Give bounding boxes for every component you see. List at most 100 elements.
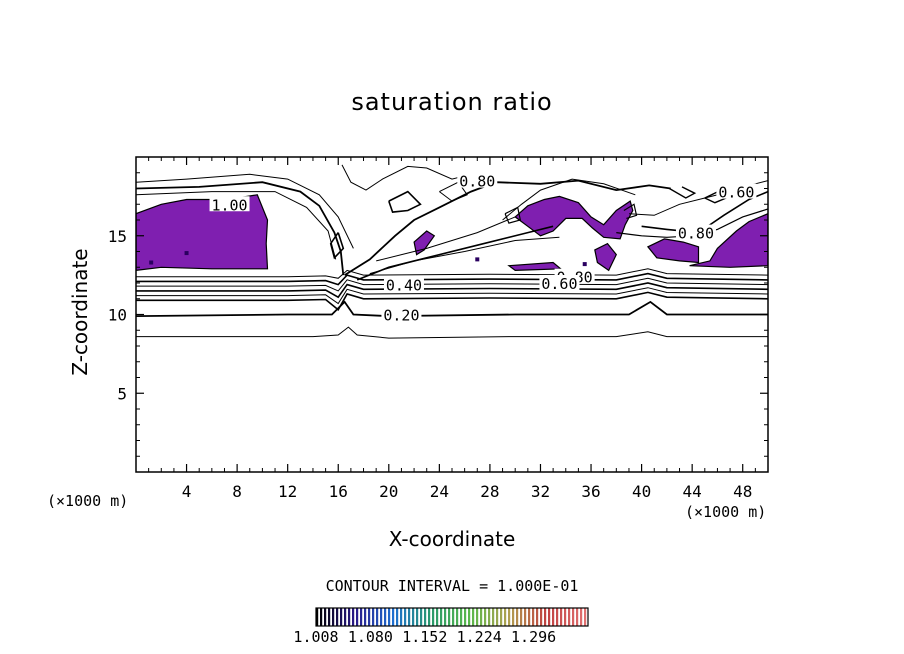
colorbar-segment [408,608,411,626]
x-tick-label: 28 [480,482,499,501]
colorbar-segment [324,608,327,626]
colorbar-segment [356,608,359,626]
contour-label-6: 0.60 [541,275,577,293]
contour-label-2: 0.80 [459,173,495,191]
colorbar-segment [332,608,335,626]
colorbar-segment [320,608,323,626]
colorbar-segment [552,608,555,626]
colorbar-segment [556,608,559,626]
x-tick-label: 40 [632,482,651,501]
colorbar-segment [568,608,571,626]
contour-band-5 [136,272,768,286]
colorbar-segment [500,608,503,626]
colorbar-segment [524,608,527,626]
x-axis-label: X-coordinate [388,527,516,551]
colorbar-segment [420,608,423,626]
contour-cell-3 [669,186,697,199]
supersaturated-region-6 [689,213,768,268]
chart-title: saturation ratio [351,88,553,116]
x-tick-label: 44 [683,482,702,501]
x-unit-label-right: (×1000 m) [685,503,767,521]
colorbar-tick-label: 1.152 [402,628,447,646]
colorbar-segment [436,608,439,626]
colorbar-segment [576,608,579,626]
colorbar-segment [416,608,419,626]
x-tick-label: 20 [379,482,398,501]
colorbar-segment [472,608,475,626]
contour-cell-7 [623,203,638,219]
colorbar-segment [368,608,371,626]
colorbar-tick-label: 1.008 [293,628,338,646]
contour-label-bg [209,196,250,212]
colorbar-frame [315,607,589,627]
x-tick-label: 16 [329,482,348,501]
colorbar-segment [344,608,347,626]
supersaturated-region-7 [507,261,563,272]
y-tick-label: 15 [108,227,127,246]
dark-spot-3 [475,257,480,262]
colorbar-segment [452,608,455,626]
colorbar-segment [468,608,471,626]
colorbar-segment [440,608,443,626]
y-tick-label: 10 [108,306,127,325]
contour-band-6 [136,268,768,279]
contour-line-upper-3 [136,173,354,249]
colorbar: 1.008 1.080 1.152 1.224 1.296 [293,607,589,646]
colorbar-segment [480,608,483,626]
contour-label-4: 0.20 [383,307,419,325]
colorbar-segment [540,608,543,626]
colorbar-segment [352,608,355,626]
contour-band-4 [136,277,768,292]
colorbar-segment [396,608,399,626]
contour-label-7: 0.80 [678,225,714,243]
colorbar-segment [532,608,535,626]
contour-label-bg [381,306,422,322]
colorbar-segment [584,608,587,626]
colorbar-segment [404,608,407,626]
colorbar-segment [536,608,539,626]
colorbar-segment [488,608,491,626]
contour-band-1 [136,291,768,312]
y-axis-ticks: 5 10 15 [108,172,768,457]
contour-line-mid-2 [369,236,560,275]
contour-label-bg [539,275,580,290]
contour-line-upper-5 [502,178,636,221]
colorbar-segment [548,608,551,626]
x-tick-label: 32 [531,482,550,501]
contour-label-bg [675,224,716,240]
colorbar-segment [372,608,375,626]
supersaturated-region-5 [646,238,700,264]
colorbar-segment [496,608,499,626]
contour-label-bg [383,276,424,292]
colorbar-segment [392,608,395,626]
x-unit-label-left: (×1000 m) [47,492,129,510]
colorbar-tick-label: 1.296 [511,628,556,646]
colorbar-segment [580,608,583,626]
colorbar-segment [460,608,463,626]
contour-line-mid-3 [376,216,516,262]
contour-label-3: 0.40 [386,277,422,295]
contour-label-8: 0.60 [718,184,754,202]
contour-label-bg [457,172,498,188]
x-tick-label: 48 [733,482,752,501]
colorbar-segment [564,608,567,626]
colorbar-segment [364,608,367,626]
colorbar-segment [512,608,515,626]
contour-line-top-1 [341,164,472,191]
supersaturated-region-3 [514,195,634,240]
contour-cell-1 [388,190,422,213]
colorbar-segment [400,608,403,626]
colorbar-segment [360,608,363,626]
x-axis-ticks: 4 8 12 16 20 24 28 32 36 40 44 48 [148,157,756,501]
colorbar-segment [384,608,387,626]
contour-band-2 [136,287,768,305]
colorbar-segment [476,608,479,626]
x-tick-label: 4 [182,482,192,501]
colorbar-segment [484,608,487,626]
colorbar-segment [340,608,343,626]
x-tick-label: 12 [278,482,297,501]
colorbar-segment [448,608,451,626]
contour-interval-label: CONTOUR INTERVAL = 1.000E-01 [325,577,579,595]
x-tick-label: 24 [430,482,449,501]
